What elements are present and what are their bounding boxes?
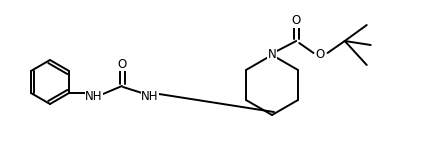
Text: O: O — [292, 14, 301, 28]
Text: O: O — [117, 58, 127, 70]
Text: N: N — [268, 49, 276, 62]
Text: NH: NH — [85, 90, 103, 103]
Text: NH: NH — [141, 90, 159, 103]
Text: O: O — [316, 49, 325, 62]
